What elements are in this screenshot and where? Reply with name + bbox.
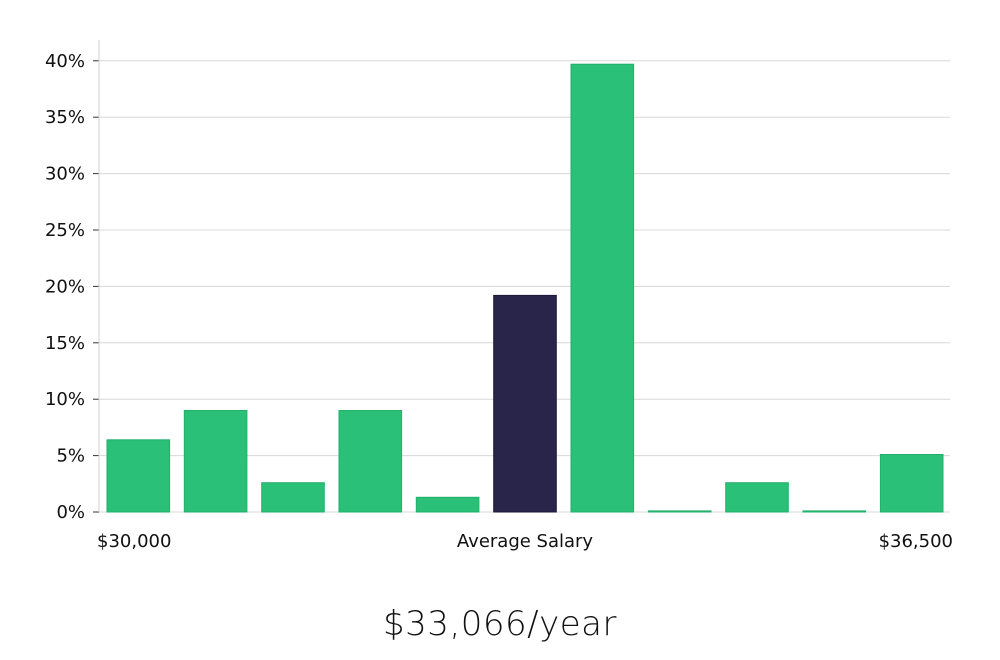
y-tick-label: 25% (45, 220, 85, 241)
y-tick-label: 10% (45, 389, 85, 410)
bar (879, 454, 944, 513)
y-tick-label: 20% (45, 276, 85, 297)
bar (415, 496, 480, 513)
x-label-min: $30,000 (97, 531, 171, 552)
bar-average-highlight (493, 294, 557, 513)
bar (570, 63, 635, 513)
y-tick-label: 40% (45, 51, 85, 72)
y-tick-label: 5% (56, 446, 85, 467)
bar (338, 410, 403, 513)
average-salary-summary: $33,066/year (383, 604, 617, 644)
bar (183, 410, 248, 513)
x-label-max: $36,500 (879, 531, 953, 552)
y-tick-label: 15% (45, 333, 85, 354)
bar (261, 482, 325, 513)
y-axis-ticks: 0% 5% 10% 15% 20% 25% 30% 35% 40% (45, 51, 99, 523)
bar (647, 510, 712, 513)
y-tick-label: 30% (45, 164, 85, 185)
y-tick-label: 35% (45, 107, 85, 128)
bar (725, 482, 789, 513)
bar (106, 439, 171, 513)
x-label-average: Average Salary (457, 531, 594, 552)
bars (106, 63, 944, 513)
y-tick-label: 0% (56, 502, 85, 523)
bar (802, 510, 867, 513)
